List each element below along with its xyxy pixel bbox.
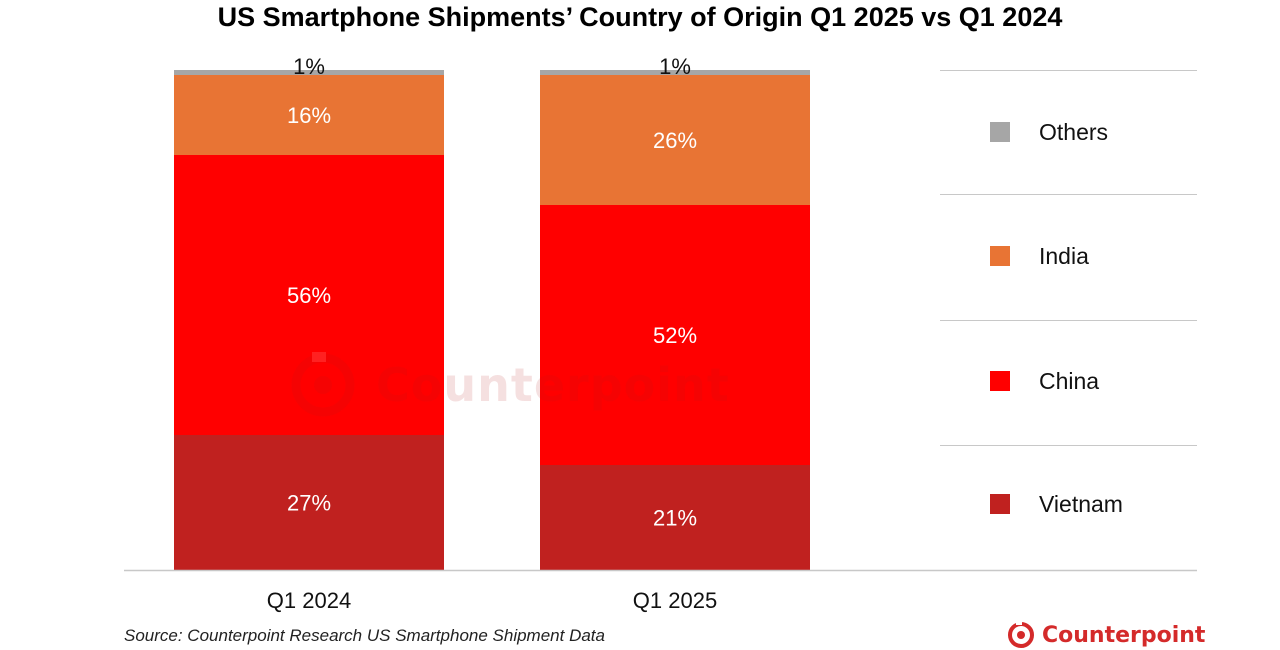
data-label-india-q1-2024: 16% <box>287 103 331 128</box>
legend-swatch-india <box>990 246 1010 266</box>
legend-swatch-vietnam <box>990 494 1010 514</box>
bar-vietnam-q1-2025 <box>540 465 810 570</box>
legend-label-vietnam: Vietnam <box>1039 490 1123 517</box>
data-label-china-q1-2024: 56% <box>287 283 331 308</box>
legend-swatch-china <box>990 371 1010 391</box>
legend-divider <box>940 445 1197 446</box>
data-label-vietnam-q1-2024: 27% <box>287 491 331 516</box>
bar-vietnam-q1-2024 <box>174 435 444 570</box>
legend-divider <box>940 70 1197 71</box>
data-label-india-q1-2025: 26% <box>653 128 697 153</box>
bar-china-q1-2025 <box>540 205 810 465</box>
legend-label-india: India <box>1039 242 1089 269</box>
legend-item-vietnam: Vietnam <box>990 489 1123 519</box>
legend-swatch-others <box>990 122 1010 142</box>
brand-text: Counterpoint <box>1042 622 1206 648</box>
chart-title: US Smartphone Shipments’ Country of Orig… <box>217 2 1063 32</box>
legend-label-china: China <box>1039 367 1100 394</box>
legend-item-india: India <box>990 241 1089 271</box>
data-label-others-q1-2024: 1% <box>293 54 325 79</box>
x-tick-label-q1-2024: Q1 2024 <box>267 588 351 613</box>
source-note: Source: Counterpoint Research US Smartph… <box>124 626 605 645</box>
legend-divider <box>940 320 1197 321</box>
legend-item-others: Others <box>990 117 1108 147</box>
bar-india-q1-2024 <box>174 75 444 155</box>
bar-others-q1-2024 <box>174 70 444 75</box>
counterpoint-brand-icon <box>1008 620 1034 648</box>
bar-others-q1-2025 <box>540 70 810 75</box>
x-tick-layer: Q1 2024 Q1 2025 <box>267 588 717 613</box>
data-label-vietnam-q1-2025: 21% <box>653 506 697 531</box>
bar-india-q1-2025 <box>540 75 810 205</box>
bar-china-q1-2024 <box>174 155 444 435</box>
legend-divider <box>940 194 1197 195</box>
data-label-others-q1-2025: 1% <box>659 54 691 79</box>
data-label-china-q1-2025: 52% <box>653 323 697 348</box>
bar-layer: 27% 56% 16% 1% 21% 52% 26% 1% <box>174 54 810 570</box>
counterpoint-brand-logo: Counterpoint <box>1006 620 1205 650</box>
legend-item-china: China <box>990 366 1099 396</box>
legend-label-others: Others <box>1039 118 1109 145</box>
x-tick-label-q1-2025: Q1 2025 <box>633 588 717 613</box>
